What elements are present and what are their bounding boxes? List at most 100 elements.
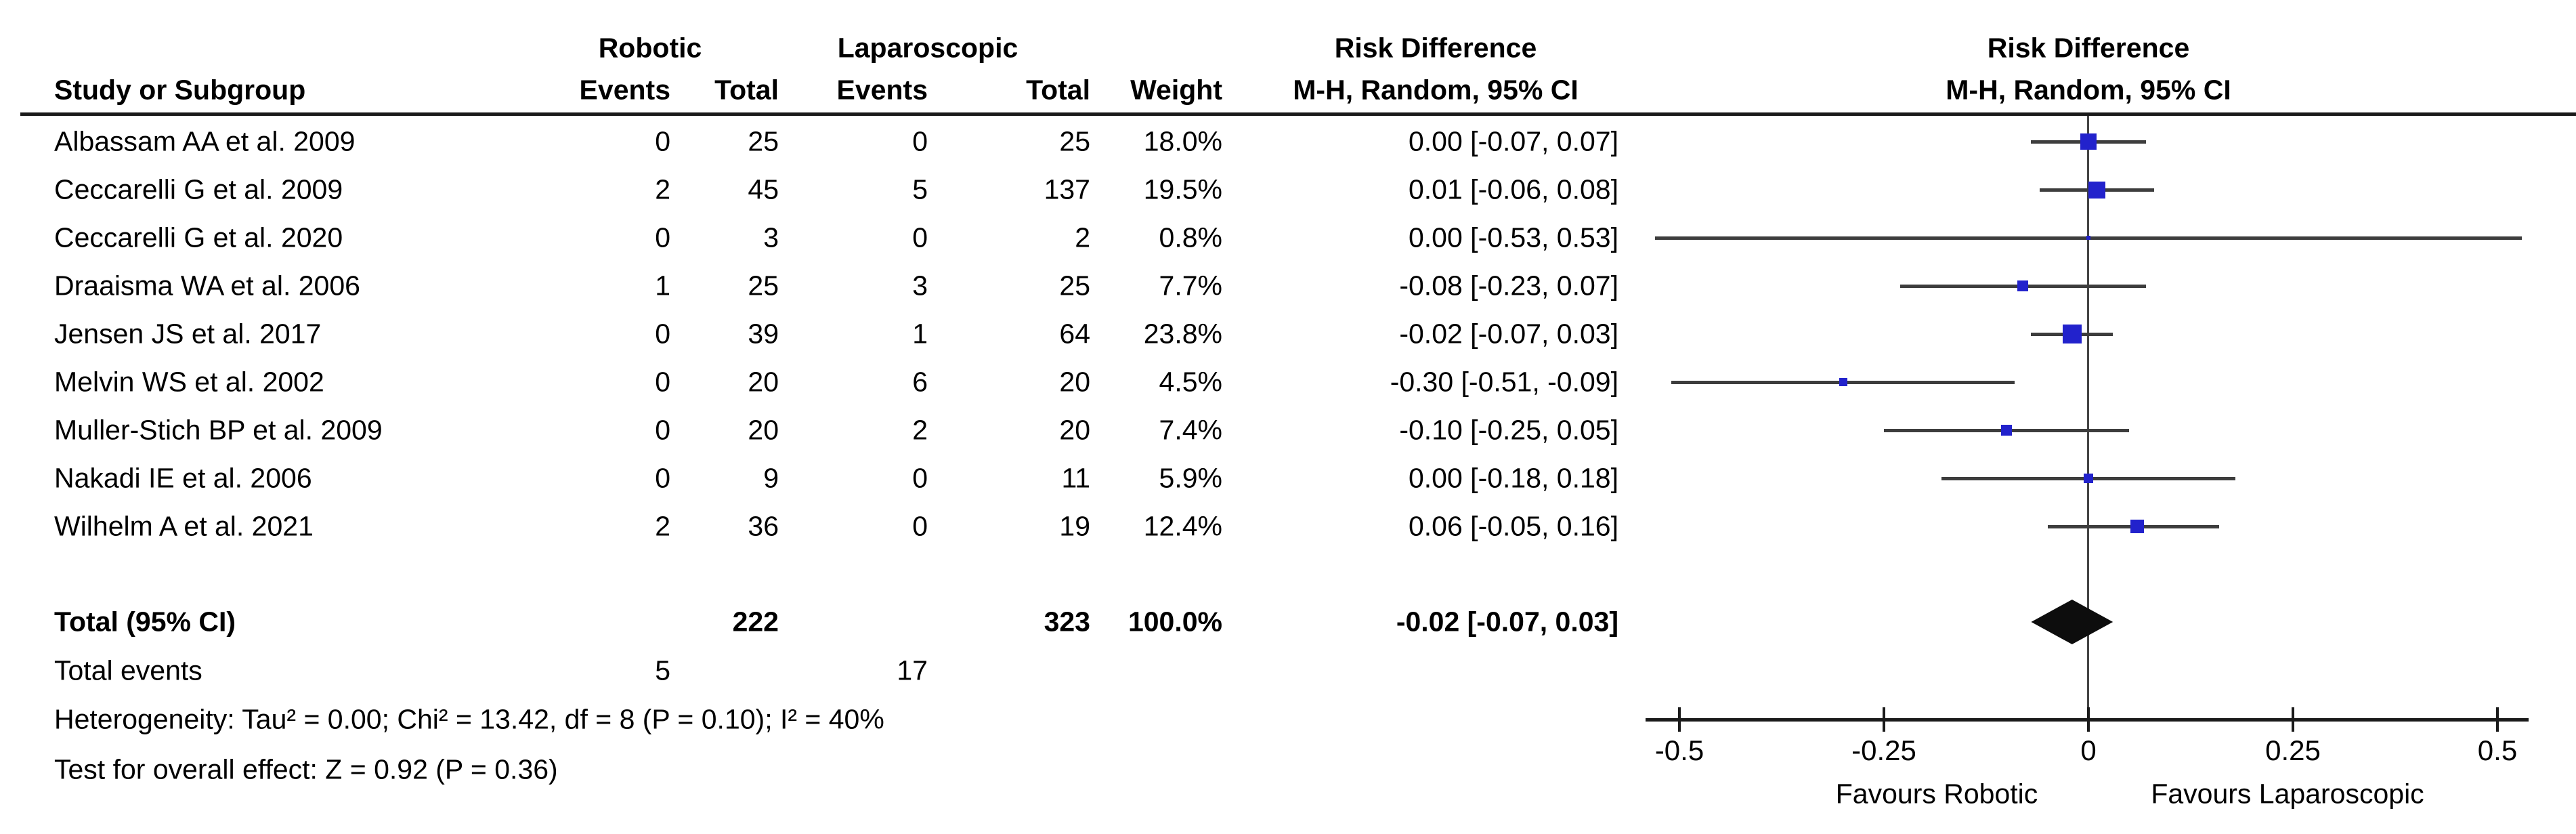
axis-tick-label: 0.25 (2265, 734, 2321, 766)
total-lap: 323 (1044, 606, 1090, 638)
group2-header: Laparoscopic (837, 32, 1018, 64)
total-robotic: 222 (732, 606, 779, 638)
robotic-total: 20 (748, 366, 779, 398)
total-row-label: Total (95% CI) (54, 606, 236, 638)
ci-text: 0.00 [-0.18, 0.18] (1408, 462, 1618, 494)
axis-tick (2087, 707, 2090, 732)
ci-text: -0.02 [-0.07, 0.03] (1399, 318, 1618, 350)
robotic-events: 0 (655, 222, 670, 253)
ci-text: -0.30 [-0.51, -0.09] (1390, 366, 1618, 398)
weight-value: 12.4% (1143, 510, 1222, 542)
point-estimate-square (2062, 325, 2082, 343)
study-name: Jensen JS et al. 2017 (54, 318, 322, 350)
lap-total: 25 (1059, 125, 1090, 157)
lap-total: 20 (1059, 414, 1090, 446)
axis-tick-label: -0.25 (1851, 734, 1916, 766)
robotic-events: 0 (655, 125, 670, 157)
lap-events: 0 (912, 125, 928, 157)
zero-reference-line (2087, 116, 2089, 720)
lap-events: 1 (912, 318, 928, 350)
favours-right-label: Favours Laparoscopic (2151, 778, 2424, 810)
lap-total: 25 (1059, 270, 1090, 301)
lap-events: 0 (912, 222, 928, 253)
weight-value: 7.7% (1159, 270, 1222, 301)
axis-tick (2496, 707, 2499, 732)
lap-events: 0 (912, 510, 928, 542)
weight-value: 7.4% (1159, 414, 1222, 446)
axis-tick (1678, 707, 1681, 732)
robotic-total: 9 (763, 462, 779, 494)
weight-value: 4.5% (1159, 366, 1222, 398)
group1-header: Robotic (598, 32, 702, 64)
study-name: Muller-Stich BP et al. 2009 (54, 414, 383, 446)
lap-events: 5 (912, 173, 928, 205)
lap-total: 11 (1061, 462, 1090, 494)
lap-events: 0 (912, 462, 928, 494)
total-diamond (2031, 600, 2113, 644)
ci-text: 0.00 [-0.07, 0.07] (1408, 125, 1618, 157)
weight-value: 18.0% (1143, 125, 1222, 157)
point-estimate-square (2130, 520, 2145, 533)
point-estimate-square (2088, 181, 2105, 199)
study-name: Ceccarelli G et al. 2009 (54, 173, 343, 205)
robotic-events: 0 (655, 366, 670, 398)
study-name: Albassam AA et al. 2009 (54, 125, 356, 157)
total2-column-header: Total (1026, 74, 1090, 106)
robotic-total: 25 (748, 125, 779, 157)
lap-total: 19 (1059, 510, 1090, 542)
axis-tick (1883, 707, 1885, 732)
effect-subtitle-plot-column: M-H, Random, 95% CI (1946, 74, 2231, 106)
lap-total: 137 (1044, 173, 1090, 205)
weight-value: 5.9% (1159, 462, 1222, 494)
robotic-events: 2 (655, 510, 670, 542)
study-name: Nakadi IE et al. 2006 (54, 462, 312, 494)
axis-tick (2292, 707, 2294, 732)
total-ci-label: -0.02 [-0.07, 0.03] (1396, 606, 1618, 638)
ci-text: -0.08 [-0.23, 0.07] (1399, 270, 1618, 301)
robotic-total: 36 (748, 510, 779, 542)
weight-value: 0.8% (1159, 222, 1222, 253)
robotic-total: 3 (763, 222, 779, 253)
lap-events: 3 (912, 270, 928, 301)
robotic-events: 2 (655, 173, 670, 205)
axis-tick-label: -0.5 (1654, 734, 1704, 766)
header-separator-line (20, 112, 2576, 116)
effect-title-text-column: Risk Difference (1334, 32, 1537, 64)
weight-value: 23.8% (1143, 318, 1222, 350)
effect-subtitle-text-column: M-H, Random, 95% CI (1293, 74, 1579, 106)
ci-text: -0.10 [-0.25, 0.05] (1399, 414, 1618, 446)
point-estimate-square (2084, 474, 2093, 483)
weight-column-header: Weight (1130, 74, 1222, 106)
study-column-header: Study or Subgroup (54, 74, 306, 106)
ci-text: 0.01 [-0.06, 0.08] (1408, 173, 1618, 205)
overall-effect-text: Test for overall effect: Z = 0.92 (P = 0… (54, 753, 558, 785)
robotic-total: 25 (748, 270, 779, 301)
lap-events: 6 (912, 366, 928, 398)
study-name: Wilhelm A et al. 2021 (54, 510, 314, 542)
point-estimate-square (2086, 236, 2090, 240)
favours-left-label: Favours Robotic (1835, 778, 2038, 810)
point-estimate-square (2017, 280, 2029, 291)
events2-column-header: Events (836, 74, 928, 106)
study-name: Melvin WS et al. 2002 (54, 366, 324, 398)
total-weight: 100.0% (1128, 606, 1222, 638)
lap-total: 2 (1075, 222, 1090, 253)
robotic-events: 0 (655, 462, 670, 494)
effect-title-plot-column: Risk Difference (1987, 32, 2190, 64)
robotic-events: 0 (655, 414, 670, 446)
lap-total: 64 (1059, 318, 1090, 350)
robotic-total: 20 (748, 414, 779, 446)
total-events-robotic: 5 (655, 654, 670, 686)
study-name: Ceccarelli G et al. 2020 (54, 222, 343, 253)
robotic-total: 39 (748, 318, 779, 350)
total1-column-header: Total (714, 74, 779, 106)
point-estimate-square (1839, 378, 1847, 386)
robotic-total: 45 (748, 173, 779, 205)
weight-value: 19.5% (1143, 173, 1222, 205)
total-events-lap: 17 (897, 654, 928, 686)
axis-tick-label: 0 (2080, 734, 2097, 766)
ci-text: 0.06 [-0.05, 0.16] (1408, 510, 1618, 542)
study-name: Draaisma WA et al. 2006 (54, 270, 360, 301)
point-estimate-square (2001, 425, 2013, 436)
